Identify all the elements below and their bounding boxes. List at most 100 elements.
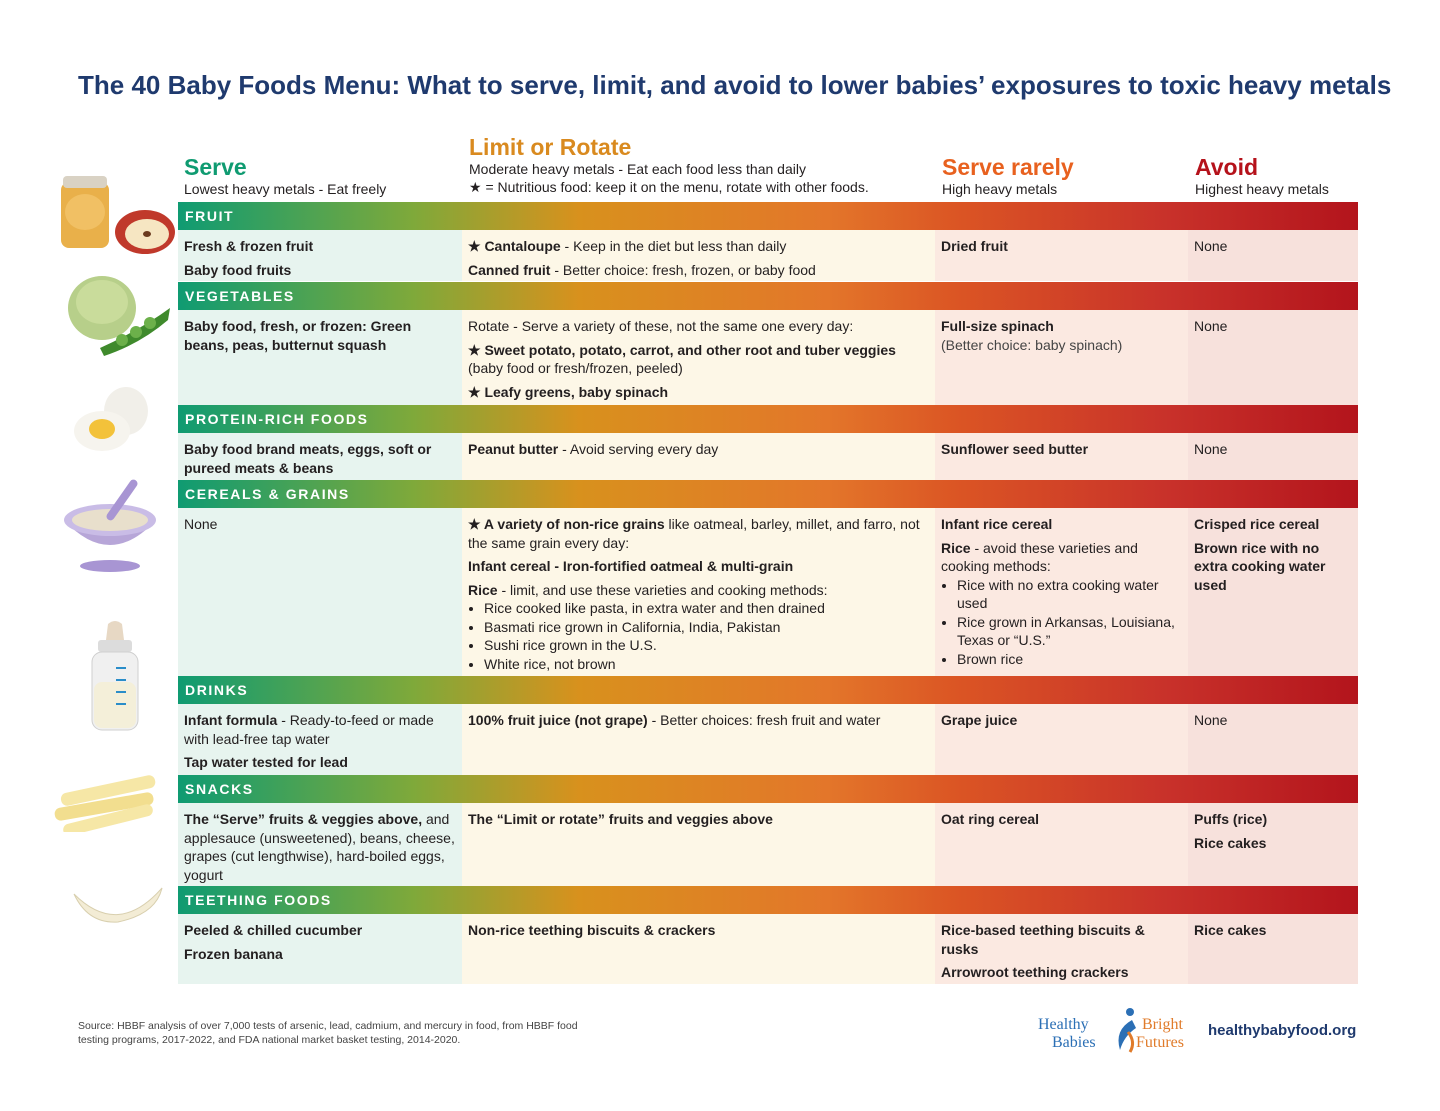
- rarely-subheading: High heavy metals: [942, 181, 1058, 197]
- list-item: Basmati rice grown in California, India,…: [484, 618, 929, 637]
- list-item: None: [1194, 318, 1228, 334]
- serve-column-header: Serve Lowest heavy metals - Eat freely: [184, 154, 386, 198]
- rarely-column-header: Serve rarely High heavy metals: [942, 154, 1074, 198]
- drinks-rarely-cell: Grape juice: [935, 704, 1188, 775]
- protein-limit-cell: Peanut butter - Avoid serving every day: [462, 433, 935, 480]
- vegetables-limit-cell: Rotate - Serve a variety of these, not t…: [462, 310, 935, 405]
- serve-subheading: Lowest heavy metals - Eat freely: [184, 181, 387, 197]
- list-item: Sushi rice grown in the U.S.: [484, 636, 929, 655]
- list-item: Infant formula: [184, 712, 278, 728]
- list-item: Infant rice cereal: [941, 516, 1053, 532]
- list-item: Rice with no extra cooking water used: [957, 576, 1182, 613]
- protein-serve-cell: Baby food brand meats, eggs, soft or pur…: [178, 433, 462, 480]
- teething-limit-cell: Non-rice teething biscuits & crackers: [462, 914, 935, 984]
- list-item: Infant cereal - Iron-fortified oatmeal &…: [468, 558, 794, 574]
- baby-food-jar-apple-icon: [61, 176, 175, 254]
- list-item: ★ Sweet potato, potato, carrot, and othe…: [468, 341, 896, 358]
- cereals-serve-cell: None: [178, 508, 462, 676]
- logo-text: Babies: [1052, 1034, 1096, 1051]
- logo-text: Healthy: [1038, 1016, 1089, 1033]
- limit-subheading: Moderate heavy metals - Eat each food le…: [469, 161, 806, 177]
- rice-avoid-list: Rice with no extra cooking water used Ri…: [941, 576, 1182, 669]
- list-item: Grape juice: [941, 712, 1018, 728]
- page-title: The 40 Baby Foods Menu: What to serve, l…: [78, 70, 1392, 100]
- list-item: ★ Cantaloupe: [468, 238, 561, 254]
- list-item: Rice cakes: [1194, 922, 1267, 938]
- snacks-serve-cell: The “Serve” fruits & veggies above, and …: [178, 803, 462, 886]
- list-item-note: - Keep in the diet but less than daily: [560, 238, 787, 254]
- list-item: None: [1194, 712, 1228, 728]
- protein-band: PROTEIN-RICH FOODS: [178, 405, 1358, 433]
- list-item-note: (Better choice: baby spinach): [941, 336, 1123, 353]
- list-item-note: - Avoid serving every day: [558, 441, 719, 457]
- list-item-note: - avoid these varieties and cooking meth…: [941, 539, 1138, 575]
- logo-text: Bright: [1142, 1016, 1183, 1033]
- banana-icon: [73, 887, 163, 923]
- drinks-avoid-cell: None: [1188, 704, 1358, 775]
- vegetables-avoid-cell: None: [1188, 310, 1358, 405]
- website-link[interactable]: healthybabyfood.org: [1208, 1022, 1357, 1039]
- teething-serve-cell: Peeled & chilled cucumber Frozen banana: [178, 914, 462, 984]
- limit-star-note: ★ = Nutritious food: keep it on the menu…: [469, 179, 869, 195]
- list-item: Baby food brand meats, eggs, soft or pur…: [184, 441, 432, 476]
- cereal-bowl-icon: [64, 479, 156, 572]
- cereals-rarely-cell: Infant rice cereal Rice - avoid these va…: [935, 508, 1188, 676]
- fruit-label: FRUIT: [185, 208, 235, 224]
- list-item: ★ A variety of non-rice grains: [468, 516, 665, 532]
- drinks-label: DRINKS: [185, 682, 249, 698]
- list-item: ★ Leafy greens, baby spinach: [468, 383, 669, 400]
- list-item-note: - Better choices: fresh fruit and water: [647, 712, 881, 728]
- logo-text: Futures: [1136, 1034, 1184, 1051]
- list-item: None: [1194, 441, 1228, 457]
- avoid-subheading: Highest heavy metals: [1195, 181, 1329, 197]
- drinks-serve-cell: Infant formula - Ready-to-feed or made w…: [178, 704, 462, 775]
- snacks-avoid-cell: Puffs (rice) Rice cakes: [1188, 803, 1358, 886]
- list-item: Full-size spinach: [941, 318, 1054, 334]
- protein-avoid-cell: None: [1188, 433, 1358, 480]
- list-item-note: - Ready-to-feed or made with lead-free t…: [184, 712, 434, 747]
- rarely-heading: Serve rarely: [942, 154, 1074, 180]
- hbbf-logo: Healthy Babies Bright Futures: [1038, 1008, 1198, 1056]
- list-item: Brown rice with no extra cooking water u…: [1194, 539, 1326, 593]
- list-item: White rice, not brown: [484, 655, 929, 674]
- avoid-column-header: Avoid Highest heavy metals: [1195, 154, 1329, 198]
- vegetables-band: VEGETABLES: [178, 282, 1358, 310]
- source-note: Source: HBBF analysis of over 7,000 test…: [78, 1020, 578, 1046]
- vegetables-serve-cell: Baby food, fresh, or frozen: Green beans…: [178, 310, 462, 405]
- list-item: Fresh & frozen fruit: [184, 238, 314, 254]
- list-item: Rice grown in Arkansas, Louisiana, Texas…: [957, 613, 1182, 650]
- vegetables-label: VEGETABLES: [185, 288, 295, 304]
- rice-methods-list: Rice cooked like pasta, in extra water a…: [468, 599, 929, 673]
- list-item: Peeled & chilled cucumber: [184, 922, 363, 938]
- avoid-heading: Avoid: [1195, 154, 1259, 180]
- list-item: Rice: [941, 539, 971, 556]
- snacks-label: SNACKS: [185, 781, 254, 797]
- snacks-rarely-cell: Oat ring cereal: [935, 803, 1188, 886]
- fruit-rarely-cell: Dried fruit: [935, 230, 1188, 281]
- cereals-label: CEREALS & GRAINS: [185, 486, 350, 502]
- protein-rarely-cell: Sunflower seed butter: [935, 433, 1188, 480]
- fruit-avoid-cell: None: [1188, 230, 1358, 281]
- serve-heading: Serve: [184, 154, 247, 180]
- list-item: None: [1194, 238, 1228, 254]
- rotate-note: Rotate - Serve a variety of these, not t…: [468, 318, 854, 334]
- list-item: 100% fruit juice (not grape): [468, 712, 648, 728]
- list-item: None: [184, 516, 218, 532]
- list-item: Rice cakes: [1194, 834, 1267, 851]
- cereals-avoid-cell: Crisped rice cereal Brown rice with no e…: [1188, 508, 1358, 676]
- pea-puree-icon: [68, 276, 170, 356]
- list-item: Arrowroot teething crackers: [941, 964, 1129, 980]
- drinks-limit-cell: 100% fruit juice (not grape) - Better ch…: [462, 704, 935, 775]
- cereals-band: CEREALS & GRAINS: [178, 480, 1358, 508]
- list-item: Peanut butter: [468, 441, 559, 457]
- list-item: The “Limit or rotate” fruits and veggies…: [468, 811, 773, 827]
- list-item: Puffs (rice): [1194, 811, 1268, 827]
- teething-avoid-cell: Rice cakes: [1188, 914, 1358, 984]
- fruit-serve-cell: Fresh & frozen fruit Baby food fruits: [178, 230, 462, 281]
- drinks-band: DRINKS: [178, 676, 1358, 704]
- list-item: Rice-based teething biscuits & rusks: [941, 922, 1145, 957]
- snacks-band: SNACKS: [178, 775, 1358, 803]
- list-item: Oat ring cereal: [941, 811, 1040, 827]
- list-item: Rice: [468, 581, 498, 598]
- list-item: Sunflower seed butter: [941, 441, 1089, 457]
